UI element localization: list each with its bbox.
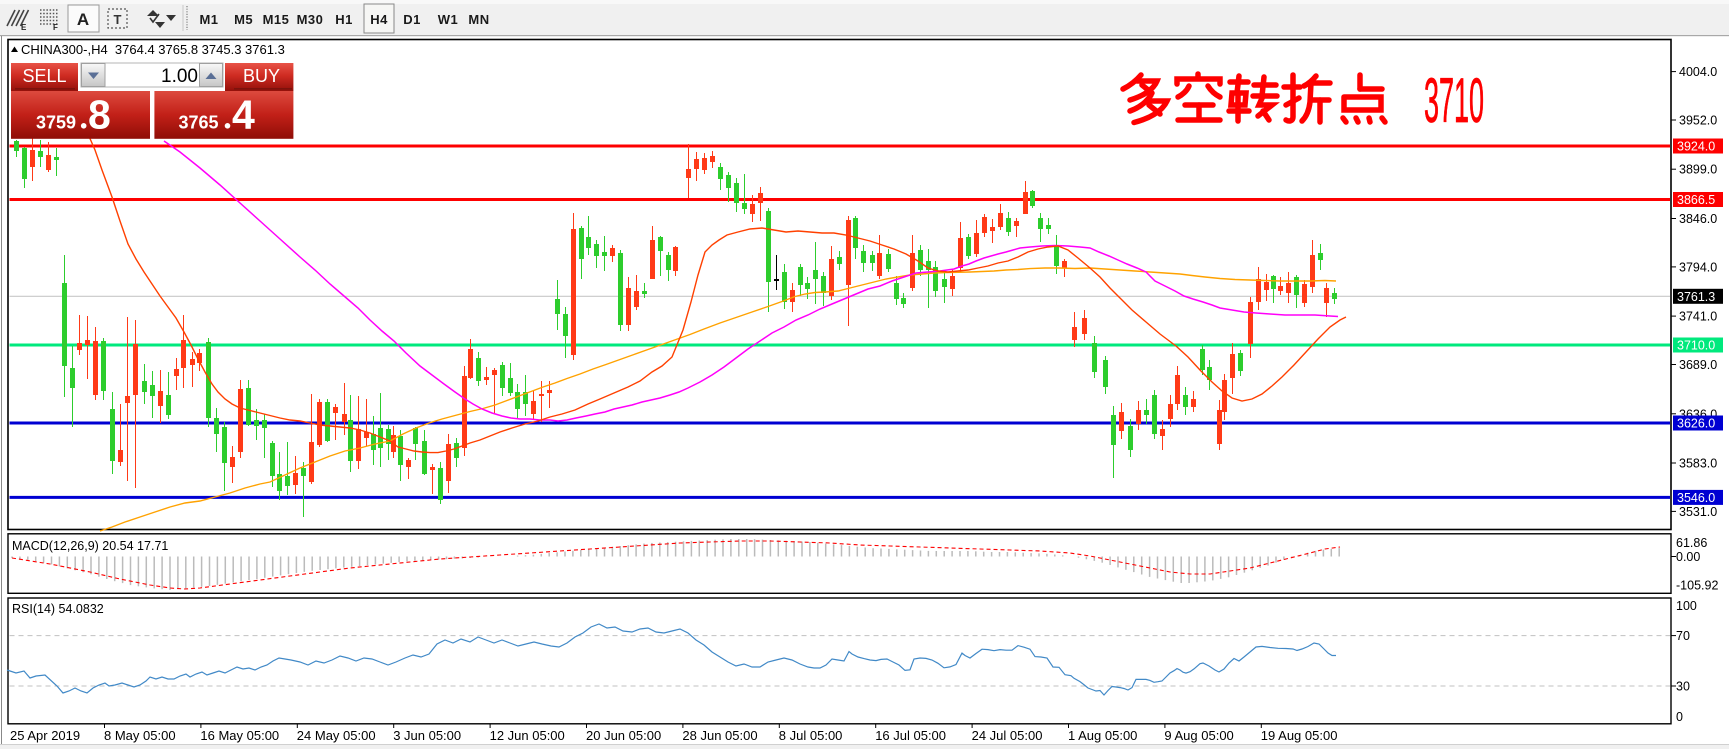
svg-text:3794.0: 3794.0 xyxy=(1679,260,1717,274)
svg-text:F: F xyxy=(53,23,58,32)
svg-text:9 Aug 05:00: 9 Aug 05:00 xyxy=(1164,728,1233,743)
svg-text:H1: H1 xyxy=(335,12,353,27)
svg-text:24 Jul 05:00: 24 Jul 05:00 xyxy=(972,728,1043,743)
svg-text:M1: M1 xyxy=(199,12,218,27)
svg-text:RSI(14) 54.0832: RSI(14) 54.0832 xyxy=(12,602,104,616)
svg-text:3866.5: 3866.5 xyxy=(1677,193,1715,207)
svg-text:D1: D1 xyxy=(403,12,421,27)
svg-text:H4: H4 xyxy=(370,12,388,27)
svg-text:CHINA300-,H4 3764.4 3765.8 37: CHINA300-,H4 3764.4 3765.8 3745.3 3761.3 xyxy=(21,42,285,57)
svg-text:25 Apr 2019: 25 Apr 2019 xyxy=(10,728,80,743)
svg-text:8 Jul 05:00: 8 Jul 05:00 xyxy=(779,728,843,743)
svg-text:3626.0: 3626.0 xyxy=(1677,417,1715,431)
svg-text:MN: MN xyxy=(468,12,489,27)
svg-text:16 Jul 05:00: 16 Jul 05:00 xyxy=(875,728,946,743)
svg-text:3583.0: 3583.0 xyxy=(1679,457,1717,471)
svg-text:61.86: 61.86 xyxy=(1676,536,1707,550)
svg-text:3741.0: 3741.0 xyxy=(1679,310,1717,324)
svg-text:A: A xyxy=(77,10,89,29)
svg-text:3846.0: 3846.0 xyxy=(1679,212,1717,226)
svg-text:MACD(12,26,9) 20.54 17.71: MACD(12,26,9) 20.54 17.71 xyxy=(12,539,168,553)
svg-text:1 Aug 05:00: 1 Aug 05:00 xyxy=(1068,728,1137,743)
svg-text:1.00: 1.00 xyxy=(161,66,198,87)
svg-text:0.00: 0.00 xyxy=(1676,550,1700,564)
svg-text:28 Jun 05:00: 28 Jun 05:00 xyxy=(682,728,757,743)
svg-text:3765: 3765 xyxy=(178,113,218,133)
svg-text:3924.0: 3924.0 xyxy=(1677,140,1715,154)
svg-text:19 Aug 05:00: 19 Aug 05:00 xyxy=(1261,728,1338,743)
svg-text:SELL: SELL xyxy=(22,66,66,86)
svg-text:3710: 3710 xyxy=(1424,66,1484,136)
svg-text:4004.0: 4004.0 xyxy=(1679,65,1717,79)
svg-text:-105.92: -105.92 xyxy=(1676,579,1718,593)
svg-text:3531.0: 3531.0 xyxy=(1679,505,1717,519)
svg-text:0: 0 xyxy=(1676,710,1683,724)
svg-text:3759: 3759 xyxy=(36,113,76,133)
svg-text:T: T xyxy=(114,12,122,27)
svg-text:E: E xyxy=(21,23,27,32)
svg-text:12 Jun 05:00: 12 Jun 05:00 xyxy=(490,728,565,743)
svg-text:100: 100 xyxy=(1676,599,1697,613)
svg-text:3546.0: 3546.0 xyxy=(1677,491,1715,505)
svg-text:M30: M30 xyxy=(297,12,324,27)
svg-text:24 May 05:00: 24 May 05:00 xyxy=(297,728,376,743)
svg-text:30: 30 xyxy=(1676,680,1690,694)
svg-text:20 Jun 05:00: 20 Jun 05:00 xyxy=(586,728,661,743)
svg-text:3 Jun 05:00: 3 Jun 05:00 xyxy=(393,728,461,743)
svg-text:BUY: BUY xyxy=(243,66,280,86)
svg-text:8: 8 xyxy=(88,92,111,138)
svg-text:3689.0: 3689.0 xyxy=(1679,358,1717,372)
svg-text:M5: M5 xyxy=(234,12,253,27)
svg-text:16 May 05:00: 16 May 05:00 xyxy=(200,728,279,743)
svg-text:3899.0: 3899.0 xyxy=(1679,163,1717,177)
svg-text:3952.0: 3952.0 xyxy=(1679,114,1717,128)
svg-text:8 May 05:00: 8 May 05:00 xyxy=(104,728,176,743)
svg-text:4: 4 xyxy=(232,92,255,138)
svg-text:3761.3: 3761.3 xyxy=(1677,290,1715,304)
svg-text:3710.0: 3710.0 xyxy=(1677,339,1715,353)
svg-text:70: 70 xyxy=(1676,629,1690,643)
svg-text:W1: W1 xyxy=(438,12,459,27)
svg-text:M15: M15 xyxy=(263,12,290,27)
